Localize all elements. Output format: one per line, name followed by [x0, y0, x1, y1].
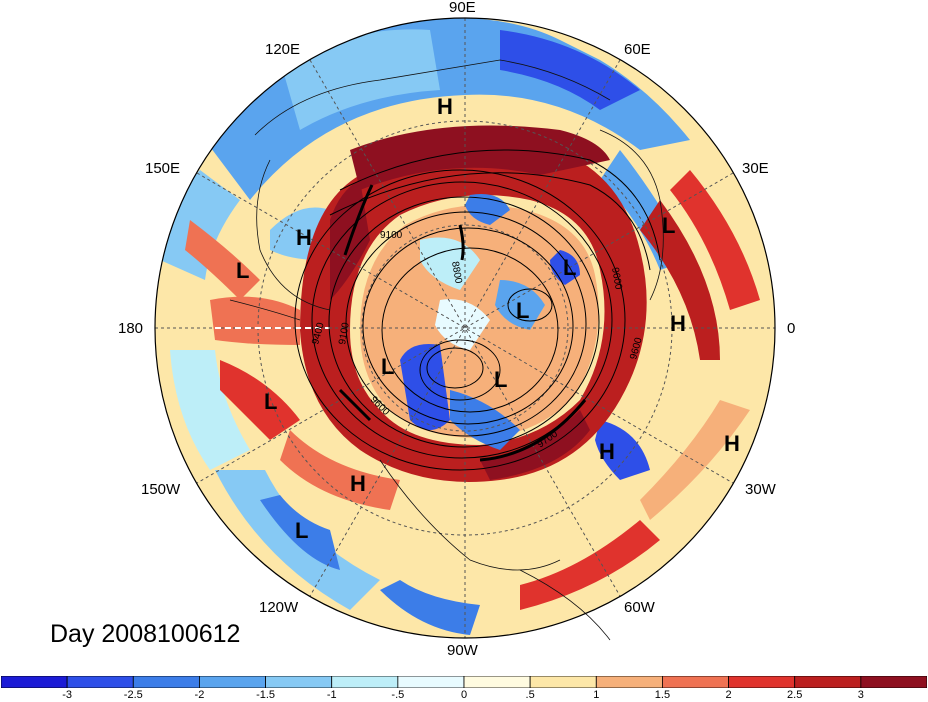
lon-label-120e: 120E — [265, 41, 301, 58]
lon-label-90w: 90W — [447, 642, 478, 659]
colorbar-swatch — [132, 676, 200, 688]
lon-label-150e: 150E — [145, 160, 181, 177]
colorbar-swatch — [331, 676, 399, 688]
colorbar-swatch — [463, 676, 531, 688]
lon-label-30e: 30E — [742, 160, 769, 177]
day-label: Day 2008100612 — [50, 620, 241, 648]
pressure-system-label: L — [295, 518, 308, 543]
colorbar-swatch — [662, 676, 729, 688]
colorbar-swatch — [728, 676, 796, 688]
pressure-system-label: L — [516, 298, 529, 323]
colorbar-swatch — [265, 676, 333, 688]
colorbar-tick-label: 2 — [725, 689, 732, 701]
colorbar-swatch — [66, 676, 134, 688]
colorbar-tick-label: -1 — [326, 689, 337, 701]
lon-label-0: 0 — [787, 320, 796, 337]
colorbar-tick-label: -.5 — [391, 689, 405, 701]
colorbar-swatch — [199, 676, 266, 688]
lon-label-90e: 90E — [449, 0, 476, 16]
colorbar-swatch — [595, 676, 663, 688]
colorbar-tick-label: 2.5 — [787, 689, 803, 701]
pressure-system-label: L — [494, 367, 507, 392]
colorbar-tick-label: -3 — [62, 689, 73, 701]
contour-label: 9600 — [609, 267, 624, 291]
contour-label: 8800 — [449, 261, 464, 285]
lon-label-180: 180 — [118, 320, 144, 337]
colorbar-swatch — [860, 676, 927, 688]
lon-label-60w: 60W — [624, 599, 655, 616]
lon-label-30w: 30W — [745, 481, 776, 498]
colorbar-swatch — [529, 676, 597, 688]
colorbar-tick-label: 1.5 — [654, 689, 671, 701]
pressure-system-label: H — [599, 439, 615, 464]
lon-label-60e: 60E — [624, 41, 651, 58]
colorbar-tick-label: -2 — [194, 689, 205, 701]
pressure-system-label: H — [437, 94, 453, 119]
colorbar-swatch — [1, 676, 68, 688]
colorbar-tick-label: 1 — [593, 689, 600, 701]
lon-label-150w: 150W — [141, 481, 181, 498]
colorbar-tick-label: -1.5 — [256, 689, 276, 701]
map-boundary — [154, 17, 776, 639]
strong-jet-contours — [338, 184, 587, 462]
pressure-system-label: H — [296, 225, 312, 250]
coastlines — [229, 59, 664, 641]
pressure-system-label: H — [724, 431, 740, 456]
colorbar-tick-label: .5 — [525, 689, 535, 701]
pressure-system-label: H — [350, 471, 366, 496]
colorbar — [1, 676, 927, 688]
height-contours — [294, 149, 661, 471]
pressure-system-label: L — [662, 213, 675, 238]
contour-label: 9100 — [380, 230, 403, 241]
colorbar-tick-label: 0 — [460, 689, 468, 701]
contour-label: 9100 — [337, 321, 352, 345]
lon-label-120w: 120W — [259, 599, 299, 616]
pressure-system-label: H — [670, 311, 686, 336]
colorbar-tick-label: 3 — [857, 689, 864, 701]
pressure-system-label: L — [563, 255, 576, 280]
colorbar-tick-label: -2.5 — [123, 689, 143, 701]
colorbar-swatch — [794, 676, 862, 688]
pressure-system-label: L — [236, 258, 249, 283]
pressure-system-label: L — [264, 389, 277, 414]
colorbar-swatch — [397, 676, 465, 688]
pressure-system-label: L — [381, 354, 394, 379]
